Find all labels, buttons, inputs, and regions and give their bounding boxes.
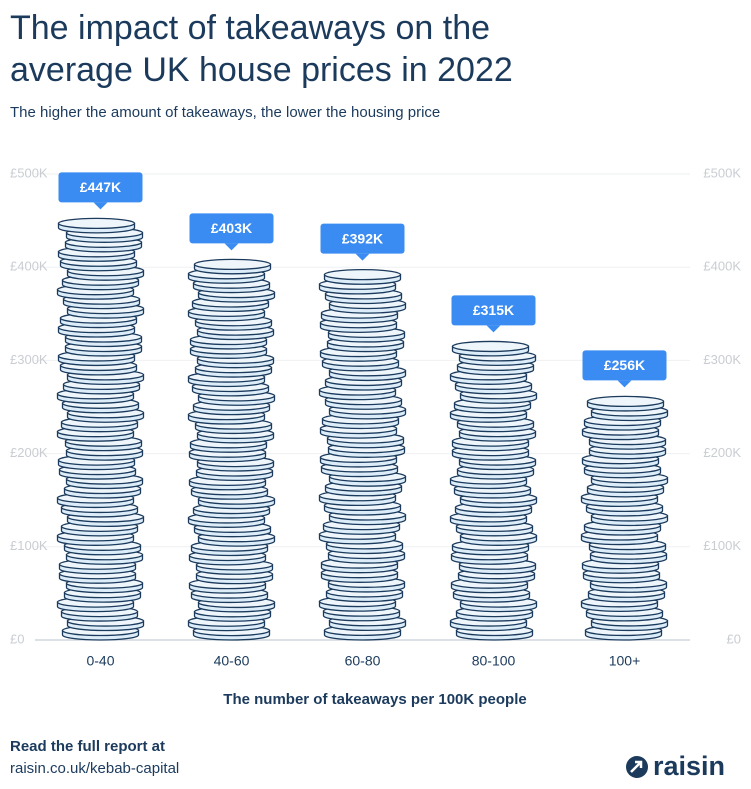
y-tick-label: £0 — [10, 631, 24, 646]
logo-arrow — [630, 760, 643, 773]
value-label-pointer — [224, 243, 239, 251]
chart-title-line-1: The impact of takeaways on the — [10, 9, 490, 47]
value-label: £315K — [473, 302, 514, 318]
coin-top — [323, 269, 402, 281]
x-axis-label: The number of takeaways per 100K people — [223, 691, 526, 708]
value-label: £403K — [211, 220, 252, 236]
y-tick-label-right: £300K — [703, 352, 741, 367]
value-label: £256K — [604, 357, 645, 373]
chart-subtitle: The higher the amount of takeaways, the … — [10, 104, 440, 121]
footer-url[interactable]: raisin.co.uk/kebab-capital — [10, 760, 179, 777]
coin-stack — [449, 340, 538, 641]
value-label-box — [189, 213, 274, 244]
value-label: £447K — [80, 179, 121, 195]
value-label: £392K — [342, 230, 383, 246]
value-label-pointer — [93, 202, 108, 210]
y-tick-label-right: £400K — [703, 259, 741, 274]
coin-stack — [580, 395, 669, 641]
y-tick-label-right: £0 — [727, 631, 741, 646]
coin-stack — [318, 269, 407, 641]
value-label-box — [451, 295, 536, 326]
value-label-box — [582, 350, 667, 381]
y-tick-label-right: £100K — [703, 538, 741, 553]
y-tick-label-right: £500K — [703, 165, 741, 180]
footer-cta: Read the full report at — [10, 738, 165, 755]
chart-title-line-2: average UK house prices in 2022 — [10, 51, 513, 89]
x-tick-label: 40-60 — [214, 653, 250, 669]
coin-stack — [56, 217, 145, 641]
x-tick-label: 80-100 — [472, 653, 516, 669]
y-tick-label: £200K — [10, 445, 48, 460]
value-label-pointer — [486, 325, 501, 333]
coin-top — [193, 258, 272, 271]
logo-text: raisin — [653, 751, 725, 781]
value-label-box — [58, 172, 143, 203]
value-label-pointer — [617, 380, 632, 388]
x-tick-label: 60-80 — [345, 653, 381, 669]
coin-top — [57, 217, 136, 230]
y-tick-label: £100K — [10, 538, 48, 553]
y-tick-label: £400K — [10, 259, 48, 274]
y-tick-label: £500K — [10, 165, 48, 180]
logo: raisin — [626, 751, 725, 781]
value-label-box — [320, 223, 405, 254]
coin-top — [451, 340, 530, 353]
y-tick-label-right: £200K — [703, 445, 741, 460]
x-tick-label: 100+ — [609, 653, 641, 669]
value-label-pointer — [355, 253, 370, 261]
y-tick-label: £300K — [10, 352, 48, 367]
coin-top — [586, 395, 665, 408]
coin-stack — [187, 258, 276, 641]
x-tick-label: 0-40 — [86, 653, 114, 669]
